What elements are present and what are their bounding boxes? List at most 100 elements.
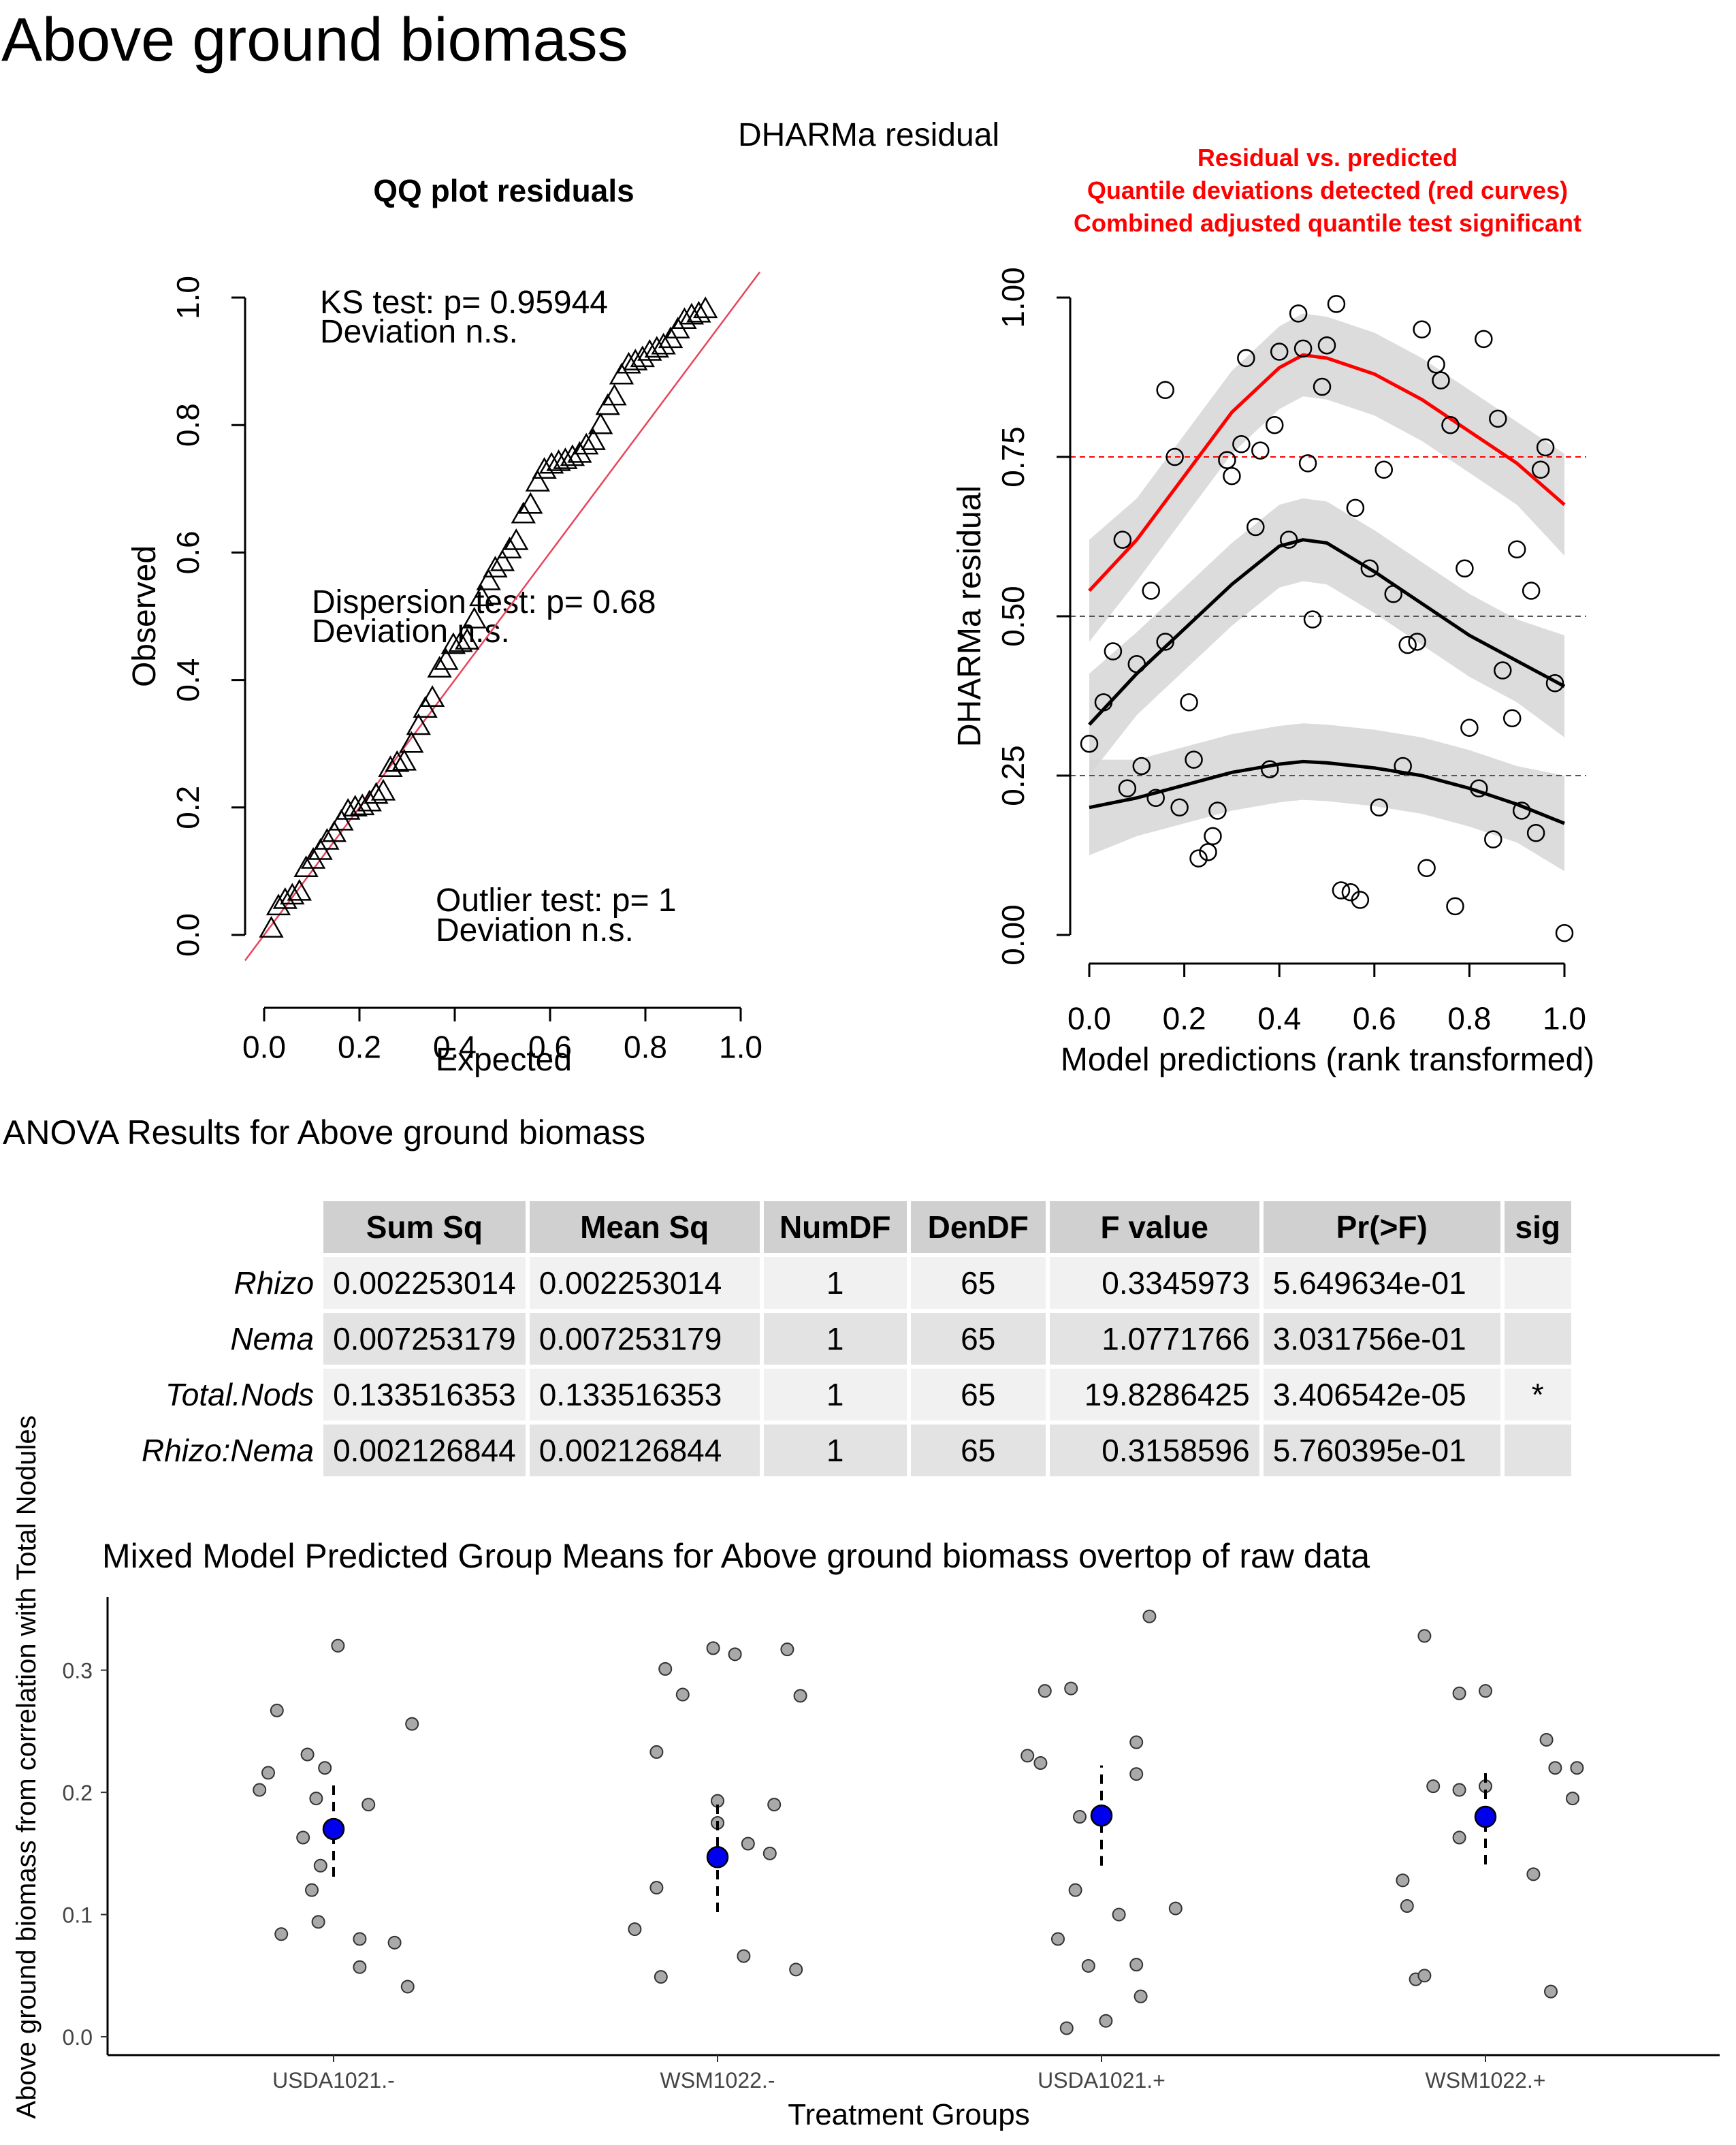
- qq-point: [370, 778, 396, 801]
- gm-raw-point: [261, 1766, 275, 1780]
- gm-raw-point: [400, 1980, 415, 1994]
- rp-point: [1531, 460, 1550, 479]
- rp-point: [1375, 460, 1394, 479]
- anova-cell: [1504, 1257, 1571, 1309]
- rp-point: [1441, 415, 1460, 434]
- rp-point: [1555, 923, 1574, 942]
- gm-group-mean: [1474, 1805, 1497, 1828]
- qq-point: [419, 685, 445, 708]
- anova-col-pr-f: Pr(>F): [1263, 1201, 1500, 1253]
- rp-x-tick-label: 1.0: [1543, 1001, 1586, 1036]
- gm-raw-point: [305, 1883, 319, 1897]
- rp-point: [1346, 498, 1365, 518]
- gm-raw-point: [658, 1662, 673, 1676]
- rp-point: [1104, 642, 1123, 661]
- qq-y-tick-label: 0.2: [170, 786, 206, 829]
- rp-point: [1351, 891, 1370, 909]
- dharma-title: DHARMa residual: [738, 117, 999, 153]
- rp-point: [1094, 693, 1113, 712]
- anova-row-rhizo-nema: Rhizo:Nema 0.002126844 0.002126844 1 65 …: [132, 1425, 1571, 1476]
- rp-point: [1446, 897, 1464, 916]
- gm-raw-point: [675, 1687, 690, 1702]
- rp-point: [1289, 304, 1308, 323]
- rp-point: [1484, 830, 1502, 848]
- rp-point: [1232, 435, 1251, 454]
- qq-point: [497, 537, 522, 558]
- rp-point: [1427, 355, 1445, 374]
- gm-raw-point: [762, 1846, 777, 1860]
- qq-x-tick-label: 0.0: [242, 1030, 286, 1065]
- gm-raw-point: [1548, 1761, 1562, 1775]
- rp-x-tick-label: 0.2: [1163, 1001, 1206, 1036]
- anova-cell: 65: [910, 1257, 1046, 1309]
- gm-raw-point: [353, 1960, 367, 1974]
- rp-point: [1251, 441, 1270, 460]
- gm-raw-point: [1168, 1901, 1183, 1916]
- gm-raw-point: [387, 1935, 402, 1950]
- gm-raw-point: [728, 1647, 742, 1662]
- gm-raw-point: [1566, 1792, 1579, 1806]
- qq-point: [462, 607, 487, 629]
- qq-reference-line: [244, 271, 761, 962]
- qq-point: [399, 731, 424, 753]
- qq-point: [315, 827, 340, 850]
- gm-raw-point: [361, 1798, 376, 1812]
- rp-x-tick-label: 0.0: [1067, 1001, 1111, 1036]
- anova-col-numdf: NumDF: [763, 1201, 907, 1253]
- anova-col-dendf: DenDF: [910, 1201, 1046, 1253]
- qq-point: [293, 855, 319, 877]
- gm-raw-point: [353, 1932, 367, 1946]
- qq-point: [588, 412, 613, 434]
- anova-cell: 65: [910, 1369, 1046, 1420]
- anova-cell: 3.031756e-01: [1263, 1313, 1500, 1365]
- anova-col-f-value: F value: [1049, 1201, 1259, 1253]
- qq-point: [448, 630, 473, 652]
- rp-point: [1180, 693, 1198, 712]
- qq-disp-line2: Deviation n.s.: [312, 614, 510, 650]
- rp-point: [1218, 451, 1236, 469]
- rp-quantile-curve: [1088, 353, 1566, 592]
- rp-point: [1317, 336, 1336, 355]
- gm-x-label: Treatment Groups: [788, 2098, 1029, 2131]
- qq-y-tick-label: 0.8: [170, 403, 206, 447]
- rp-x-tick-label: 0.4: [1257, 1001, 1301, 1036]
- anova-cell: 5.760395e-01: [1263, 1425, 1500, 1476]
- rp-point: [1189, 849, 1208, 868]
- rp-point: [1456, 559, 1474, 578]
- rp-subtitle-2: Combined adjusted quantile test signific…: [1074, 209, 1581, 237]
- rp-x-tick-label: 0.6: [1353, 1001, 1396, 1036]
- rp-y-tick-label: 0.75: [995, 426, 1031, 488]
- rp-title: Residual vs. predicted: [1197, 144, 1458, 172]
- rp-point: [1394, 757, 1412, 776]
- rp-point: [1185, 750, 1203, 769]
- rp-point: [1489, 409, 1507, 428]
- gm-group-mean: [322, 1817, 345, 1841]
- rp-point: [1507, 540, 1526, 558]
- rp-subtitle-1: Quantile deviations detected (red curves…: [1087, 176, 1568, 204]
- anova-cell: 65: [910, 1313, 1046, 1365]
- gm-raw-point: [1059, 2021, 1074, 2035]
- qq-x-tick-label: 0.6: [528, 1030, 572, 1065]
- qq-point: [602, 383, 627, 406]
- gm-raw-point: [1081, 1958, 1095, 1973]
- anova-cell: 65: [910, 1425, 1046, 1476]
- residual-vs-predicted-plot: Residual vs. predicted Quantile deviatio…: [952, 144, 1594, 1078]
- rp-point: [1494, 661, 1512, 680]
- rp-point: [1313, 377, 1332, 396]
- rp-y-label: DHARMa residual: [952, 486, 988, 747]
- gm-raw-point: [300, 1747, 315, 1762]
- anova-row-nema: Nema 0.007253179 0.007253179 1 65 1.0771…: [132, 1313, 1571, 1365]
- qq-y-tick-label: 0.4: [170, 658, 206, 702]
- rp-y-tick-label: 0.50: [995, 586, 1031, 647]
- rp-point: [1132, 757, 1151, 776]
- rp-point: [1470, 779, 1488, 797]
- rp-x-label: Model predictions (rank transformed): [1061, 1042, 1594, 1078]
- qq-point: [364, 782, 389, 804]
- rp-point: [1208, 801, 1227, 820]
- gm-raw-point: [1539, 1732, 1554, 1747]
- qq-ks-line2: Deviation n.s.: [320, 314, 518, 350]
- gm-raw-point: [311, 1915, 325, 1929]
- rp-point: [1432, 371, 1450, 390]
- anova-cell: [1504, 1425, 1571, 1476]
- qq-point: [483, 556, 508, 578]
